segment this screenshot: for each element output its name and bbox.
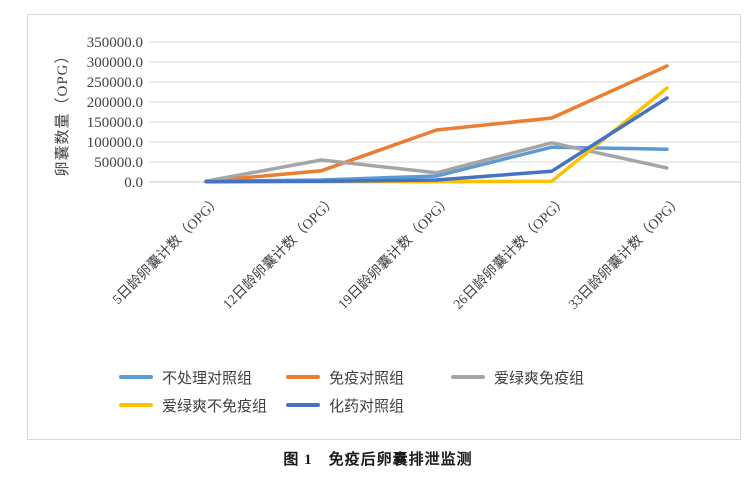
legend-label: 爱绿爽不免疫组 — [162, 398, 268, 415]
legend-item: 爱绿爽不免疫组 — [119, 395, 267, 415]
y-tick-label: 200000.0 — [87, 95, 143, 111]
legend-line-swatch — [119, 403, 153, 407]
y-tick-label: 100000.0 — [87, 135, 143, 151]
x-category-label: 33日龄卵囊计数（OPG） — [565, 192, 686, 313]
x-category-label: 12日龄卵囊计数（OPG） — [219, 192, 340, 313]
legend-label: 化药对照组 — [329, 398, 405, 415]
legend-label: 爱绿爽免疫组 — [494, 370, 585, 387]
legend-line-swatch — [286, 403, 320, 407]
y-tick-label: 250000.0 — [87, 75, 143, 91]
chart-area: 0.0 50000.0 100000.0 150000.0 200000.0 250000… — [27, 14, 741, 440]
series-line-化药对照组 — [204, 96, 669, 184]
legend-item: 化药对照组 — [286, 395, 404, 415]
line-chart: 0.0 50000.0 100000.0 150000.0 200000.0 250000… — [54, 35, 740, 313]
figure-caption: 图 1 免疫后卵囊排泄监测 — [283, 452, 473, 468]
legend-item: 免疫对照组 — [286, 367, 404, 387]
x-category-label: 5日龄卵囊计数（OPG） — [109, 192, 225, 308]
legend-label: 免疫对照组 — [329, 370, 405, 387]
legend-line-swatch — [451, 375, 485, 379]
legend-label: 不处理对照组 — [162, 370, 253, 387]
y-tick-label: 50000.0 — [94, 155, 143, 171]
x-category-label: 19日龄卵囊计数（OPG） — [334, 192, 455, 313]
series-line-免疫对照组 — [204, 64, 669, 183]
x-category-label: 26日龄卵囊计数（OPG） — [450, 192, 571, 313]
legend-item: 不处理对照组 — [119, 367, 252, 387]
y-tick-label: 300000.0 — [87, 55, 143, 71]
legend-line-swatch — [286, 375, 320, 379]
legend-item: 爱绿爽免疫组 — [451, 367, 584, 387]
y-axis-title: 卵囊数量（OPG） — [54, 47, 71, 176]
y-tick-label: 350000.0 — [87, 35, 143, 51]
y-tick-label: 150000.0 — [87, 115, 143, 131]
legend-line-swatch — [119, 375, 153, 379]
y-tick-label: 0.0 — [124, 175, 143, 191]
